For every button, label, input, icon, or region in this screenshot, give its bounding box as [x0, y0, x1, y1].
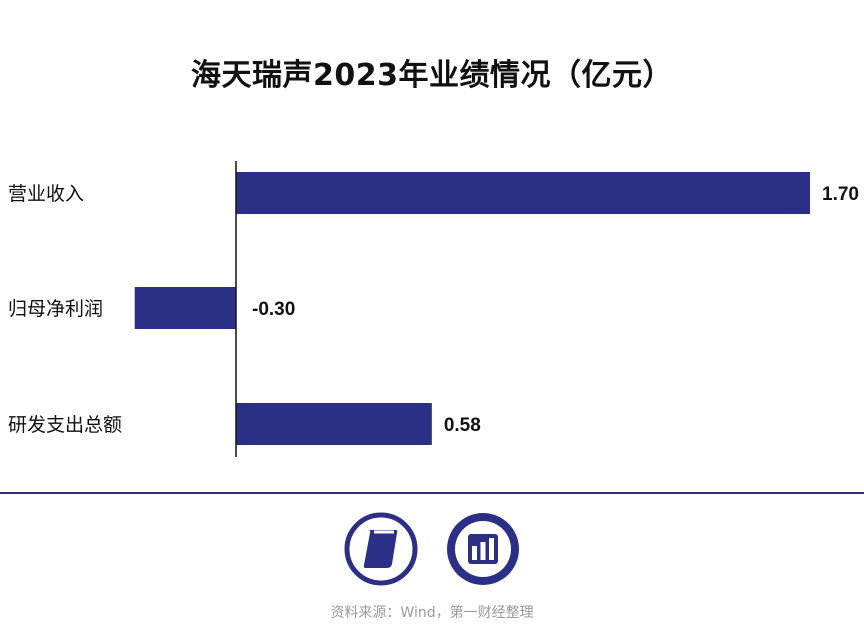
- bar-1: [134, 287, 236, 329]
- category-label-0: 营业收入: [8, 183, 84, 205]
- footer-divider: [0, 492, 864, 494]
- bar-chart: 营业收入 1.70 归母净利润 -0.30 研发支出总额 0.58: [8, 161, 859, 457]
- source-note: 资料来源：Wind，第一财经整理: [330, 605, 534, 621]
- value-label-1: -0.30: [252, 299, 295, 320]
- value-label-2: 0.58: [444, 415, 481, 436]
- bar-chart-logo-icon: [447, 513, 519, 585]
- yicai-logo-icon: [344, 512, 418, 586]
- value-label-0: 1.70: [822, 184, 859, 205]
- chart-title: 海天瑞声2023年业绩情况（亿元）: [191, 58, 673, 93]
- category-label-2: 研发支出总额: [8, 414, 122, 436]
- bar-0: [236, 172, 810, 214]
- category-label-1: 归母净利润: [8, 298, 103, 320]
- bar-2: [236, 403, 432, 445]
